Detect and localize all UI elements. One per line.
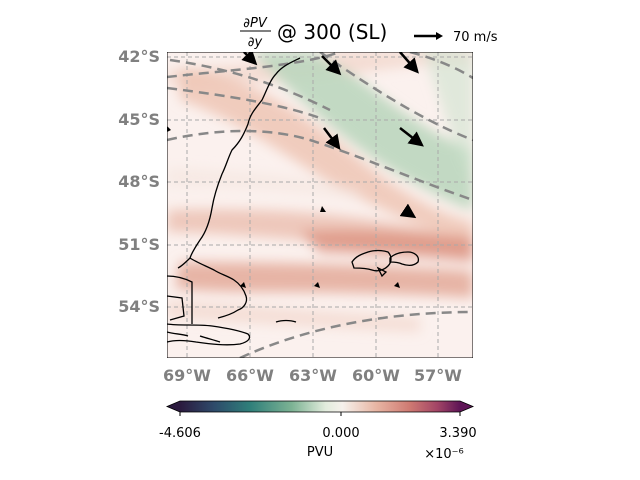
falkland-islands xyxy=(351,249,420,278)
colorbar-scale: ×10⁻⁶ xyxy=(424,447,464,462)
lat-label: 45°S xyxy=(118,110,160,129)
longitude-labels: 69°W 66°W 63°W 60°W 57°W xyxy=(163,366,462,385)
colorbar-min-label: -4.606 xyxy=(159,426,201,441)
title-text: @ 300 (SL) xyxy=(277,20,387,44)
colorbar-units: PVU xyxy=(307,445,333,460)
quiver-key: 70 m/s xyxy=(414,30,498,45)
map-gridlines xyxy=(167,52,473,358)
lat-label: 42°S xyxy=(118,47,160,66)
pv-field xyxy=(167,52,473,332)
colorbar-gradient xyxy=(180,401,460,412)
lon-label: 57°W xyxy=(414,366,462,385)
colorbar-max-extension xyxy=(460,401,473,412)
lon-label: 60°W xyxy=(352,366,400,385)
title-fraction-numerator: ∂PV xyxy=(243,16,268,31)
quiver-key-arrowhead xyxy=(436,32,443,40)
lon-label: 66°W xyxy=(226,366,274,385)
lat-label: 51°S xyxy=(118,235,160,254)
lat-label: 54°S xyxy=(118,297,160,316)
plot-title: ∂PV ∂y @ 300 (SL) xyxy=(240,16,387,50)
colorbar-max-label: 3.390 xyxy=(439,426,476,441)
wind-vectors xyxy=(241,52,424,219)
map-panel xyxy=(167,52,473,358)
small-wind-vectors xyxy=(167,126,400,288)
colorbar-mid-label: 0.000 xyxy=(322,426,359,441)
lat-label: 48°S xyxy=(118,172,160,191)
colorbar-min-extension xyxy=(167,401,180,412)
lon-label: 63°W xyxy=(289,366,337,385)
quiver-key-label: 70 m/s xyxy=(453,30,498,45)
latitude-labels: 42°S 45°S 48°S 51°S 54°S xyxy=(118,47,160,316)
coastlines xyxy=(167,57,301,346)
colorbar: -4.606 0.000 3.390 PVU ×10⁻⁶ xyxy=(159,400,477,462)
title-fraction-denominator: ∂y xyxy=(248,35,263,50)
lon-label: 69°W xyxy=(163,366,211,385)
